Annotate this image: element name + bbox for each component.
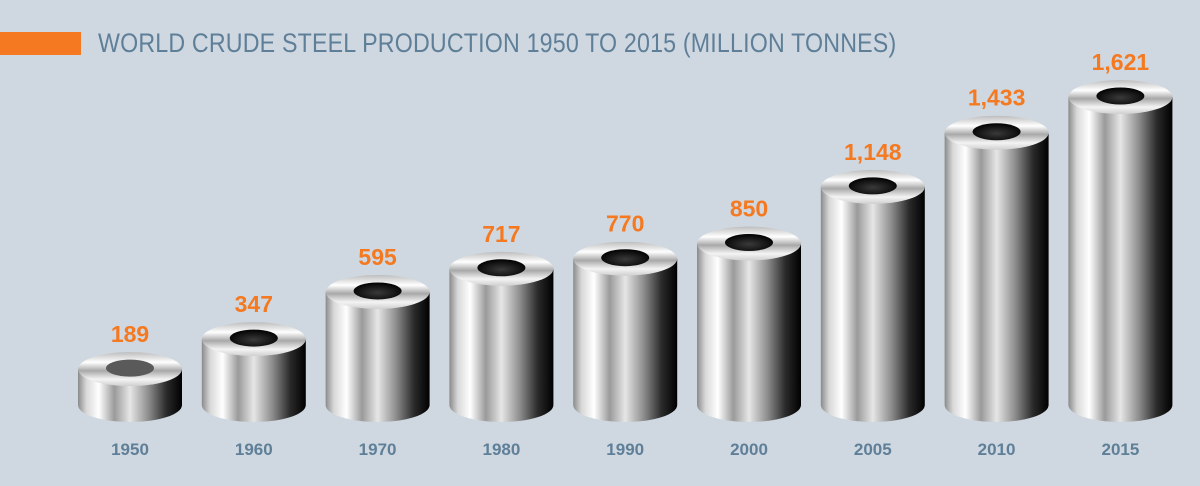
- chart-title: WORLD CRUDE STEEL PRODUCTION 1950 TO 201…: [98, 28, 897, 58]
- cylinder-side: [325, 291, 430, 422]
- bar-2015: 1,621 2015: [1068, 49, 1173, 459]
- x-tick-label: 1990: [606, 440, 644, 459]
- cylinder-hole: [106, 359, 154, 377]
- cylinder-side: [449, 268, 554, 422]
- cylinder-hole: [725, 233, 773, 251]
- cylinder-hole: [353, 282, 402, 300]
- data-label: 347: [235, 291, 273, 317]
- x-tick-label: 2005: [854, 440, 892, 459]
- cylinder-side: [944, 132, 1049, 422]
- cylinder-hole: [972, 123, 1021, 141]
- cylinder-side: [697, 243, 801, 422]
- data-label: 770: [606, 211, 644, 237]
- x-tick-label: 1970: [359, 440, 397, 459]
- x-tick-label: 2010: [978, 440, 1016, 459]
- cylinder-hole: [848, 177, 897, 195]
- data-label: 850: [730, 195, 768, 221]
- cylinder-side: [573, 258, 678, 422]
- cylinder-hole: [601, 249, 650, 267]
- bar-1950: 189 1950: [78, 321, 182, 459]
- x-tick-label: 2015: [1101, 440, 1139, 459]
- data-label: 189: [111, 321, 149, 347]
- cylinder-side: [201, 339, 306, 422]
- bar-2005: 1,148 2005: [820, 139, 925, 459]
- bar-1990: 770 1990: [573, 211, 678, 459]
- bar-1980: 717 1980: [449, 221, 554, 459]
- bar-2010: 1,433 2010: [944, 85, 1049, 459]
- data-label: 1,148: [844, 139, 902, 165]
- bar-1960: 347 1960: [201, 291, 306, 459]
- bar-1970: 595 1970: [325, 244, 430, 459]
- cylinder-hole: [229, 329, 278, 347]
- data-label: 1,433: [968, 85, 1026, 111]
- x-tick-label: 1950: [111, 440, 149, 459]
- data-label: 717: [482, 221, 520, 247]
- bar-2000: 850 2000: [697, 195, 801, 459]
- cylinder-side: [1068, 97, 1173, 422]
- cylinder-hole: [1096, 87, 1145, 105]
- x-tick-label: 2000: [730, 440, 768, 459]
- data-label: 1,621: [1092, 49, 1150, 75]
- title-accent-bar: [0, 32, 81, 55]
- x-tick-label: 1960: [235, 440, 273, 459]
- x-tick-label: 1980: [482, 440, 520, 459]
- data-label: 595: [358, 244, 397, 270]
- cylinder-hole: [477, 259, 526, 277]
- cylinder-side: [820, 186, 925, 422]
